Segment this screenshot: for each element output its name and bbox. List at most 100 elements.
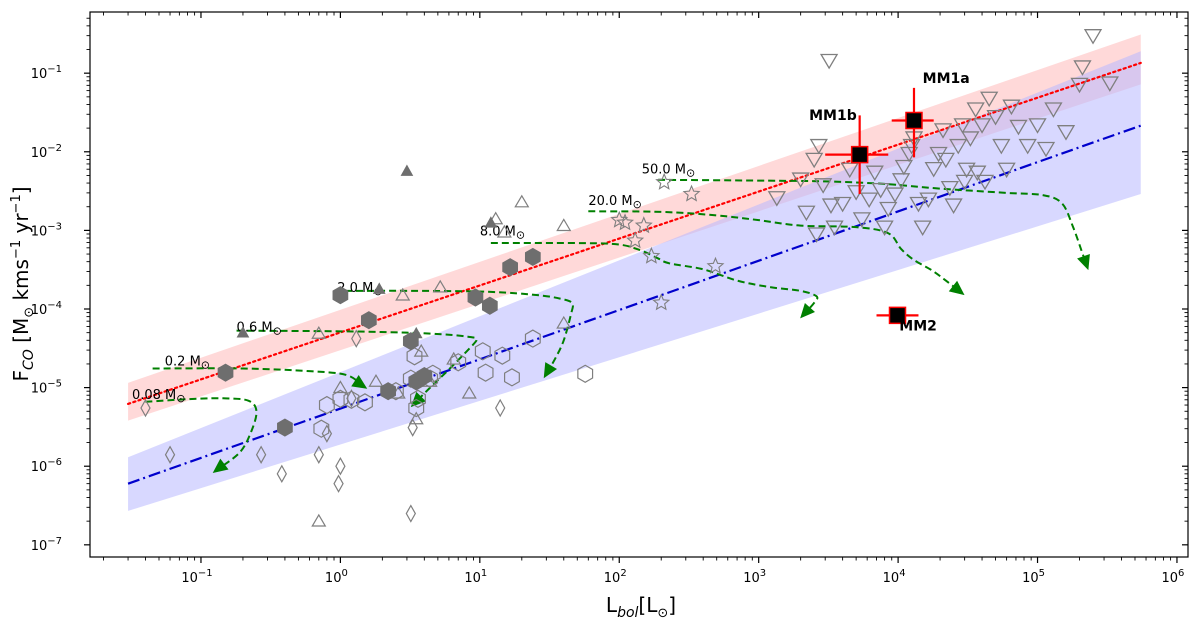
open-hexagon-marker bbox=[477, 363, 494, 382]
open-down-triangle-marker bbox=[875, 220, 894, 237]
x-axis-label: Lbol[L⊙] bbox=[606, 593, 676, 621]
open-down-triangle-marker bbox=[894, 159, 914, 176]
open-down-triangle-marker bbox=[1018, 138, 1037, 155]
y-axis-label-sun: ⊙ bbox=[22, 307, 37, 318]
open-star-marker bbox=[610, 210, 629, 228]
y-tick-label-exp: −4 bbox=[47, 300, 62, 311]
open-down-triangle-marker bbox=[1009, 119, 1028, 136]
track-line-3 bbox=[236, 329, 478, 405]
open-down-triangle-marker bbox=[891, 173, 911, 189]
blue-dashdot-fit-line bbox=[127, 124, 1142, 485]
y-tick-label-exp: −1 bbox=[47, 64, 62, 75]
y-axis-label-yr: yr bbox=[9, 213, 33, 240]
track-label-sun: ⊙ bbox=[686, 166, 695, 179]
x-tick-label-exp: 2 bbox=[620, 568, 626, 579]
open-down-triangle-marker bbox=[833, 196, 852, 213]
filled-hexagon-marker bbox=[332, 286, 349, 305]
open-up-triangle-marker bbox=[496, 224, 512, 238]
open-hexagon-marker bbox=[577, 364, 594, 383]
y-tick-label: 10−2 bbox=[31, 143, 62, 161]
filled-hexagon-marker bbox=[360, 311, 377, 330]
x-tick-label-exp: 1 bbox=[481, 568, 487, 579]
source-mm2-label: MM2 bbox=[899, 319, 937, 335]
open-down-triangle-marker bbox=[840, 162, 859, 179]
y-tick-label-base: 10 bbox=[31, 382, 48, 397]
open-down-triangle-marker bbox=[955, 174, 974, 191]
open-hexagon-marker bbox=[343, 390, 360, 409]
track-label-mass: 0.08 M bbox=[132, 388, 176, 403]
open-down-triangle-marker bbox=[957, 162, 976, 179]
open-diamond-marker bbox=[405, 504, 417, 523]
y-tick-label: 10−6 bbox=[31, 457, 62, 475]
open-down-triangle-marker bbox=[879, 201, 898, 218]
open-up-triangle-marker bbox=[432, 279, 448, 293]
open-down-triangle-marker bbox=[1036, 141, 1056, 158]
y-axis-label-unit: kms bbox=[9, 259, 33, 307]
track-label-7: 50.0 M⊙ bbox=[642, 162, 696, 179]
x-tick-label-base: 10 bbox=[464, 571, 481, 586]
open-down-triangle-marker bbox=[1044, 102, 1063, 118]
open-up-triangle-marker bbox=[413, 343, 429, 357]
open-down-triangle-marker bbox=[933, 123, 953, 139]
open-down-triangle-marker bbox=[1028, 118, 1047, 134]
track-label-mass: 8.0 M bbox=[480, 225, 516, 240]
x-tick-label-exp: 4 bbox=[899, 568, 905, 579]
open-down-triangle-marker bbox=[972, 118, 992, 134]
x-tick-label-exp: 5 bbox=[1039, 568, 1045, 579]
x-axis-label-sub: bol bbox=[617, 605, 638, 621]
open-up-triangle-marker bbox=[556, 315, 572, 329]
track-label-mass: 20.0 M bbox=[588, 194, 632, 209]
track-line-4 bbox=[334, 289, 574, 375]
open-down-triangle-marker bbox=[852, 212, 872, 228]
track-label-sun: ⊙ bbox=[516, 229, 525, 242]
x-axis-label-sun: ⊙ bbox=[657, 606, 668, 621]
track-label-6: 20.0 M⊙ bbox=[588, 194, 642, 211]
track-arrowhead-6 bbox=[948, 280, 965, 296]
x-tick-label: 102 bbox=[604, 568, 627, 586]
track-line-1 bbox=[145, 397, 258, 471]
x-tick-label-exp: 0 bbox=[341, 568, 347, 579]
filled-hexagon-marker bbox=[277, 418, 293, 437]
track-arrowhead-2 bbox=[351, 375, 368, 389]
y-tick-label-exp: −6 bbox=[47, 457, 62, 468]
filled-hexagon-marker bbox=[481, 296, 498, 315]
x-tick-label-base: 10 bbox=[604, 571, 621, 586]
open-down-triangle-marker bbox=[1083, 29, 1103, 45]
track-arrowhead-5 bbox=[800, 302, 815, 319]
open-up-triangle-marker bbox=[368, 374, 384, 387]
y-tick-label: 10−5 bbox=[31, 379, 62, 397]
open-down-triangle-marker bbox=[902, 138, 921, 155]
evolutionary-tracks: 0.08 M⊙0.2 M⊙0.6 M⊙2.0 M⊙8.0 M⊙20.0 M⊙50… bbox=[132, 162, 1090, 473]
y-tick-label-base: 10 bbox=[31, 460, 48, 475]
open-diamond-marker bbox=[495, 398, 506, 418]
open-down-triangle-marker bbox=[986, 109, 1005, 126]
track-label-1: 0.08 M⊙ bbox=[132, 388, 186, 405]
y-tick-label-base: 10 bbox=[31, 67, 48, 82]
plot-frame bbox=[89, 11, 1189, 558]
open-down-triangle-marker bbox=[1100, 76, 1119, 92]
x-tick-label: 101 bbox=[464, 568, 487, 586]
open-down-triangle-marker bbox=[953, 118, 972, 134]
x-axis-label-close: ] bbox=[668, 593, 676, 617]
open-down-triangle-marker bbox=[814, 178, 833, 194]
open-down-triangle-marker bbox=[975, 174, 995, 191]
x-tick-label-base: 10 bbox=[325, 571, 342, 586]
y-tick-label-base: 10 bbox=[31, 539, 48, 554]
x-tick-label-base: 10 bbox=[1022, 571, 1039, 586]
filled-triangle-marker bbox=[372, 282, 386, 294]
track-arrowhead-4 bbox=[543, 362, 557, 379]
open-down-triangle-marker bbox=[1056, 125, 1076, 141]
open-down-triangle-marker bbox=[809, 138, 828, 155]
open-down-triangle-marker bbox=[860, 192, 879, 208]
open-up-triangle-marker bbox=[461, 385, 477, 399]
open-up-triangle-marker bbox=[408, 411, 424, 425]
open-down-triangle-marker bbox=[865, 165, 884, 182]
filled-triangle-marker bbox=[484, 216, 498, 228]
track-line-2 bbox=[152, 367, 364, 387]
track-label-mass: 50.0 M bbox=[642, 162, 686, 177]
open-hexagon-marker bbox=[474, 342, 491, 361]
open-diamond-marker bbox=[164, 445, 176, 464]
open-diamond-marker bbox=[335, 456, 346, 476]
open-up-triangle-marker bbox=[488, 211, 504, 225]
x-axis-label-rest: [L bbox=[638, 593, 658, 617]
